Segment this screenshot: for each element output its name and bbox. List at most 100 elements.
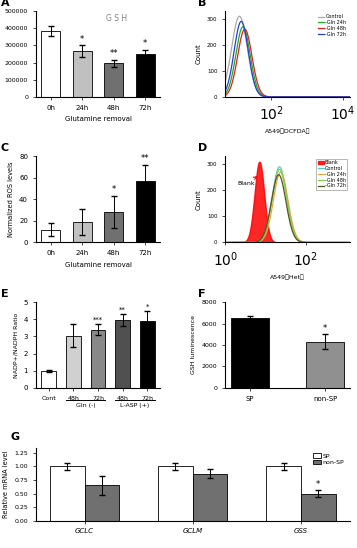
Y-axis label: GSH luminescence: GSH luminescence <box>191 316 196 374</box>
Bar <box>41 371 56 388</box>
-Gln 48h <box>242 26 247 32</box>
Bar <box>193 473 227 521</box>
Text: **: ** <box>119 307 126 313</box>
-Gln 72h <box>348 239 352 246</box>
Control <box>345 94 349 100</box>
-Gln 72h <box>326 239 330 246</box>
X-axis label: Glutamine removal: Glutamine removal <box>65 116 131 122</box>
-Gln 24h <box>241 24 245 30</box>
Bar <box>104 64 123 97</box>
-Gln 24h <box>297 94 302 100</box>
Text: **: ** <box>110 49 118 58</box>
-Gln 72h <box>282 94 287 100</box>
Control <box>326 239 330 246</box>
Bar <box>266 466 301 521</box>
Bar <box>91 329 105 388</box>
Line: -Gln 24h: -Gln 24h <box>225 172 350 242</box>
-Gln 24h <box>345 94 349 100</box>
Bar <box>136 54 155 97</box>
-Gln 48h <box>345 94 349 100</box>
Bar <box>115 320 130 388</box>
Control <box>297 94 302 100</box>
Control <box>326 94 330 100</box>
-Gln 72h <box>223 239 227 246</box>
Text: C: C <box>1 144 9 153</box>
Legend: Control, -Gln 24h, -Gln 48h, -Gln 72h: Control, -Gln 24h, -Gln 48h, -Gln 72h <box>317 13 347 37</box>
Bar <box>158 466 193 521</box>
Text: E: E <box>1 289 9 299</box>
X-axis label: A549（DCFDA）: A549（DCFDA） <box>265 129 310 134</box>
-Gln 24h <box>348 239 352 246</box>
-Gln 24h <box>297 237 302 243</box>
Control <box>223 239 227 246</box>
Text: Blank: Blank <box>237 176 256 186</box>
Bar <box>50 466 85 521</box>
Bar <box>104 213 123 242</box>
Control <box>297 238 302 244</box>
Bar <box>73 222 92 242</box>
Bar <box>66 335 81 388</box>
Control <box>283 185 287 192</box>
-Gln 72h <box>291 94 295 100</box>
-Gln 72h <box>326 94 330 100</box>
-Gln 72h <box>345 94 349 100</box>
Text: A: A <box>1 0 9 8</box>
Bar <box>231 318 268 388</box>
Bar <box>41 230 60 242</box>
Control <box>237 13 242 20</box>
Line: -Gln 48h: -Gln 48h <box>225 29 350 97</box>
Bar <box>85 486 119 521</box>
X-axis label: Glutamine removal: Glutamine removal <box>65 261 131 267</box>
-Gln 48h <box>283 187 287 193</box>
Control <box>291 226 295 232</box>
-Gln 72h <box>283 94 287 100</box>
-Gln 72h <box>277 172 281 178</box>
-Gln 24h <box>291 222 295 229</box>
Bar <box>136 181 155 242</box>
Text: ***: *** <box>93 317 103 323</box>
Text: **: ** <box>141 154 150 163</box>
Line: -Gln 48h: -Gln 48h <box>225 169 350 242</box>
Text: D: D <box>198 144 207 153</box>
Control <box>345 239 349 246</box>
Text: G: G <box>11 432 20 442</box>
Line: Control: Control <box>225 16 350 97</box>
-Gln 48h <box>223 239 227 246</box>
-Gln 48h <box>348 94 352 100</box>
Text: *: * <box>80 35 84 44</box>
Control <box>223 78 227 85</box>
X-axis label: A549（Het）: A549（Het） <box>270 274 305 280</box>
-Gln 72h <box>348 94 352 100</box>
Text: B: B <box>198 0 206 8</box>
-Gln 24h <box>278 169 283 175</box>
Bar <box>306 342 344 388</box>
Bar <box>140 321 155 388</box>
-Gln 24h <box>282 94 287 100</box>
Y-axis label: Count: Count <box>196 189 201 210</box>
-Gln 72h <box>239 18 243 25</box>
-Gln 72h <box>283 195 287 202</box>
Bar <box>73 52 92 97</box>
-Gln 48h <box>291 226 295 233</box>
Bar <box>41 31 60 97</box>
-Gln 48h <box>283 94 287 100</box>
Legend: Blank, Control, -Gln 24h, -Gln 48h, -Gln 72h: Blank, Control, -Gln 24h, -Gln 48h, -Gln… <box>316 159 347 190</box>
Control <box>348 239 352 246</box>
Text: G S H: G S H <box>106 14 127 24</box>
-Gln 24h <box>223 90 227 97</box>
Y-axis label: Count: Count <box>196 43 201 64</box>
Control <box>283 94 287 100</box>
-Gln 48h <box>291 94 295 100</box>
Line: -Gln 24h: -Gln 24h <box>225 27 350 97</box>
-Gln 24h <box>291 94 295 100</box>
-Gln 24h <box>283 94 287 100</box>
Control <box>348 94 352 100</box>
Text: *: * <box>323 324 327 333</box>
-Gln 48h <box>277 166 282 173</box>
-Gln 72h <box>297 238 302 245</box>
-Gln 24h <box>223 239 227 246</box>
Text: *: * <box>143 39 147 48</box>
-Gln 48h <box>223 92 227 99</box>
-Gln 24h <box>282 179 287 185</box>
-Gln 48h <box>282 182 287 189</box>
